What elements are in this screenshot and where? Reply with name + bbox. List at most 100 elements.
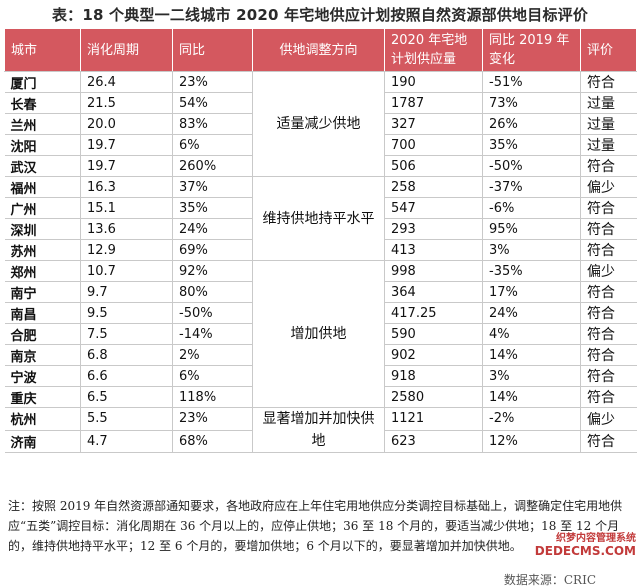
change-cell: -6%	[482, 197, 581, 219]
yoy-cell: 23%	[172, 407, 253, 431]
city-cell: 郑州	[4, 260, 81, 282]
supply-cell: 590	[384, 323, 483, 345]
yoy-cell: 6%	[172, 134, 253, 156]
eval-cell: 过量	[580, 134, 637, 156]
yoy-cell: 80%	[172, 281, 253, 303]
change-cell: -35%	[482, 260, 581, 282]
yoy-cell: 69%	[172, 239, 253, 261]
city-cell: 南昌	[4, 302, 81, 324]
change-cell: -50%	[482, 155, 581, 177]
direction-cell: 维持供地持平水平	[252, 176, 385, 261]
yoy-cell: 35%	[172, 197, 253, 219]
city-cell: 沈阳	[4, 134, 81, 156]
supply-plan-table: 城市 消化周期 同比 供地调整方向 2020 年宅地计划供应量 同比 2019 …	[4, 28, 637, 453]
eval-cell: 符合	[580, 155, 637, 177]
supply-cell: 364	[384, 281, 483, 303]
change-cell: 26%	[482, 113, 581, 135]
yoy-cell: -14%	[172, 323, 253, 345]
change-cell: 95%	[482, 218, 581, 240]
cycle-cell: 10.7	[80, 260, 173, 282]
cycle-cell: 13.6	[80, 218, 173, 240]
supply-cell: 2580	[384, 386, 483, 408]
city-cell: 杭州	[4, 407, 81, 431]
eval-cell: 符合	[580, 218, 637, 240]
cycle-cell: 19.7	[80, 134, 173, 156]
supply-cell: 1787	[384, 92, 483, 114]
cycle-cell: 19.7	[80, 155, 173, 177]
eval-cell: 过量	[580, 92, 637, 114]
watermark-line2: DEDECMS.COM	[534, 544, 636, 558]
supply-cell: 918	[384, 365, 483, 387]
eval-cell: 符合	[580, 302, 637, 324]
header-change: 同比 2019 年变化	[482, 28, 581, 72]
table-row: 兰州 20.0 83% 327 26% 过量	[4, 113, 637, 135]
yoy-cell: 54%	[172, 92, 253, 114]
city-cell: 长春	[4, 92, 81, 114]
cycle-cell: 9.7	[80, 281, 173, 303]
supply-cell: 327	[384, 113, 483, 135]
yoy-cell: -50%	[172, 302, 253, 324]
table-row: 厦门 26.4 23% 适量减少供地 190 -51% 符合	[4, 71, 637, 177]
table-row: 合肥 7.5 -14% 590 4% 符合	[4, 323, 637, 345]
supply-cell: 293	[384, 218, 483, 240]
yoy-cell: 92%	[172, 260, 253, 282]
city-cell: 苏州	[4, 239, 81, 261]
watermark: 织梦内容管理系统 DEDECMS.COM	[518, 532, 636, 558]
direction-cell: 显著增加并加快供地	[252, 407, 385, 453]
table-row: 深圳 13.6 24% 293 95% 符合	[4, 218, 637, 240]
footnote: 注：按照 2019 年自然资源部通知要求，各地政府应在上年住宅用地供应分类调控目…	[8, 499, 623, 553]
supply-cell: 417.25	[384, 302, 483, 324]
cycle-cell: 26.4	[80, 71, 173, 93]
yoy-cell: 6%	[172, 365, 253, 387]
eval-cell: 符合	[580, 430, 637, 453]
city-cell: 广州	[4, 197, 81, 219]
city-cell: 南宁	[4, 281, 81, 303]
supply-cell: 258	[384, 176, 483, 198]
eval-cell: 符合	[580, 365, 637, 387]
supply-cell: 700	[384, 134, 483, 156]
supply-cell: 547	[384, 197, 483, 219]
header-supply: 2020 年宅地计划供应量	[384, 28, 483, 72]
change-cell: 3%	[482, 239, 581, 261]
table-row: 武汉 19.7 260% 506 -50% 符合	[4, 155, 637, 177]
supply-cell: 190	[384, 71, 483, 93]
change-cell: -37%	[482, 176, 581, 198]
city-cell: 深圳	[4, 218, 81, 240]
change-cell: 73%	[482, 92, 581, 114]
yoy-cell: 118%	[172, 386, 253, 408]
eval-cell: 符合	[580, 197, 637, 219]
supply-cell: 506	[384, 155, 483, 177]
direction-cell: 适量减少供地	[252, 71, 385, 177]
cycle-cell: 6.8	[80, 344, 173, 366]
cycle-cell: 20.0	[80, 113, 173, 135]
cycle-cell: 15.1	[80, 197, 173, 219]
change-cell: 12%	[482, 430, 581, 453]
direction-cell: 增加供地	[252, 260, 385, 408]
city-cell: 厦门	[4, 71, 81, 93]
cycle-cell: 5.5	[80, 407, 173, 431]
table-row: 济南 4.7 68% 623 12% 符合	[4, 430, 637, 453]
change-cell: 14%	[482, 344, 581, 366]
table-row: 长春 21.5 54% 1787 73% 过量	[4, 92, 637, 114]
cycle-cell: 6.5	[80, 386, 173, 408]
eval-cell: 符合	[580, 281, 637, 303]
data-source: 数据来源：CRIC	[503, 573, 596, 587]
table-row: 宁波 6.6 6% 918 3% 符合	[4, 365, 637, 387]
supply-cell: 902	[384, 344, 483, 366]
table-row: 杭州 5.5 23% 显著增加并加快供地 1121 -2% 偏少	[4, 407, 637, 453]
eval-cell: 符合	[580, 344, 637, 366]
city-cell: 宁波	[4, 365, 81, 387]
header-cycle: 消化周期	[80, 28, 173, 72]
eval-cell: 符合	[580, 71, 637, 93]
table-row: 沈阳 19.7 6% 700 35% 过量	[4, 134, 637, 156]
supply-cell: 1121	[384, 407, 483, 431]
cycle-cell: 12.9	[80, 239, 173, 261]
supply-cell: 623	[384, 430, 483, 453]
yoy-cell: 83%	[172, 113, 253, 135]
eval-cell: 过量	[580, 113, 637, 135]
header-row: 城市 消化周期 同比 供地调整方向 2020 年宅地计划供应量 同比 2019 …	[4, 28, 637, 72]
eval-cell: 偏少	[580, 260, 637, 282]
eval-cell: 符合	[580, 323, 637, 345]
city-cell: 武汉	[4, 155, 81, 177]
yoy-cell: 37%	[172, 176, 253, 198]
